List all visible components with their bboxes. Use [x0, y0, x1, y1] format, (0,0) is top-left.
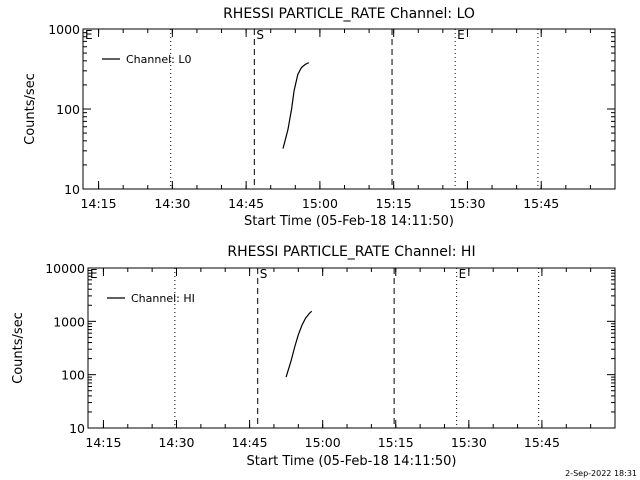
- time-marker-label: S: [256, 28, 264, 42]
- y-tick-label: 100: [56, 102, 80, 117]
- y-tick-label: 10000: [45, 261, 85, 276]
- time-marker-label: E: [85, 28, 93, 42]
- chart-title: RHESSI PARTICLE_RATE Channel: LO: [223, 6, 475, 22]
- time-marker-label: S: [260, 267, 268, 281]
- x-tick-label: 14:30: [158, 435, 194, 450]
- y-tick-label: 10: [69, 421, 85, 436]
- x-tick-label: 14:15: [85, 435, 121, 450]
- y-tick-label: 100: [61, 368, 85, 383]
- legend-entry: Channel: L0: [126, 53, 192, 66]
- x-tick-label: 15:00: [305, 435, 341, 450]
- chart-title: RHESSI PARTICLE_RATE Channel: HI: [227, 244, 475, 260]
- time-marker-label: E: [459, 267, 467, 281]
- time-marker-label: E: [457, 28, 465, 42]
- footer-date: 2-Sep-2022 18:31: [565, 469, 637, 478]
- x-tick-label: 14:45: [228, 196, 264, 211]
- time-marker-label: E: [90, 267, 98, 281]
- x-tick-label: 15:30: [449, 196, 485, 211]
- panel-lo: RHESSI PARTICLE_RATE Channel: LO 14:15 14:…: [23, 6, 616, 229]
- x-tick-label: 14:15: [81, 196, 117, 211]
- x-tick-label: 15:45: [524, 435, 560, 450]
- x-tick-label: 15:15: [376, 196, 412, 211]
- y-tick-label: 1000: [53, 314, 85, 329]
- y-tick-label: 10: [64, 182, 80, 197]
- panel-hi: RHESSI PARTICLE_RATE Channel: HI 14:15 14:…: [11, 244, 616, 469]
- x-tick-label: 14:45: [232, 435, 268, 450]
- y-tick-label: 1000: [48, 22, 80, 37]
- x-tick-label: 15:00: [302, 196, 338, 211]
- x-tick-label: 15:30: [451, 435, 487, 450]
- y-axis-label: Counts/sec: [11, 312, 26, 384]
- x-tick-label: 14:30: [154, 196, 190, 211]
- x-axis-label: Start Time (05-Feb-18 14:11:50): [247, 454, 457, 469]
- x-tick-label: 15:45: [523, 196, 559, 211]
- x-axis-label: Start Time (05-Feb-18 14:11:50): [244, 214, 454, 229]
- x-tick-label: 15:15: [378, 435, 414, 450]
- y-axis-label: Counts/sec: [23, 73, 38, 145]
- legend-entry: Channel: HI: [131, 292, 195, 305]
- series-line: [282, 62, 310, 149]
- series-line: [285, 310, 313, 378]
